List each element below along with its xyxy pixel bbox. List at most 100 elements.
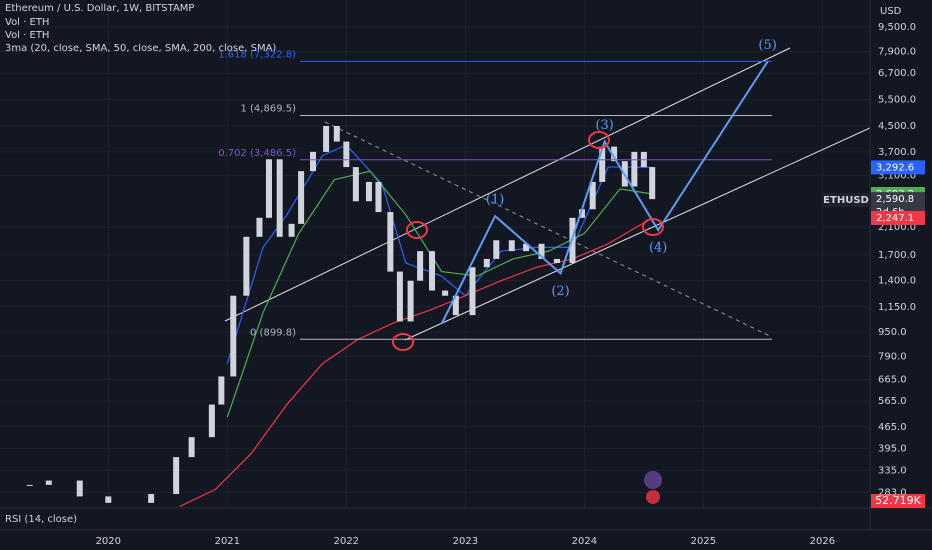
y-tick-label: 9,500.0 (878, 22, 916, 33)
x-tick-label: 2023 (453, 536, 478, 547)
y-tick-label: 1,150.0 (878, 302, 916, 313)
x-tick-label: 2026 (810, 536, 835, 547)
x-tick-label: 2022 (334, 536, 359, 547)
candle (508, 240, 515, 252)
event-icon[interactable] (644, 471, 662, 489)
plot-area (224, 47, 870, 341)
candle (256, 217, 263, 237)
candle (589, 181, 596, 210)
candle (76, 480, 83, 497)
candle (208, 404, 215, 438)
legend-item: 3ma (20, close, SMA, 50, close, SMA, 200… (5, 43, 276, 54)
fib-label: 0.702 (3,486.5) (218, 148, 296, 159)
y-tick-label: 2,100.0 (878, 222, 916, 233)
candle (611, 146, 618, 162)
y-tick-label: 465.0 (878, 422, 907, 433)
y-tick-label: 3,100.0 (878, 170, 916, 181)
lower-pane-title: RSI (14, close) (5, 514, 77, 525)
candle (276, 159, 283, 237)
candle (298, 171, 305, 224)
candle (523, 243, 530, 252)
wave-label: (4) (649, 241, 667, 256)
symbol: ETHUSD (823, 195, 869, 206)
candle (553, 258, 560, 264)
circle (642, 218, 664, 236)
candle (105, 496, 112, 503)
event-icon[interactable] (646, 490, 660, 504)
candle (407, 280, 414, 322)
wave-label: (5) (758, 38, 776, 53)
legend-item: Vol · ETH (5, 30, 49, 41)
channel-upper (224, 47, 791, 322)
y-tick-label: 1,700.0 (878, 250, 916, 261)
candle (442, 290, 449, 296)
candle (483, 258, 490, 268)
candle (173, 457, 180, 495)
y-tick-label: 395.0 (878, 443, 907, 454)
candle (417, 251, 424, 281)
candle (26, 484, 33, 486)
y-tick-label: 335.0 (878, 465, 907, 476)
volume-tag (871, 494, 925, 508)
candle (599, 146, 606, 182)
candle (365, 181, 372, 202)
wave-label: (3) (595, 118, 613, 133)
candle (538, 243, 545, 259)
price-tag (871, 160, 925, 175)
candle (429, 251, 436, 291)
candle (375, 181, 382, 213)
fib-label: 1 (4,869.5) (240, 104, 296, 115)
candle (265, 159, 272, 218)
candle (218, 376, 225, 405)
y-tick-label: 283.0 (878, 488, 907, 499)
candle (493, 240, 500, 259)
y-tick-label: 4,500.0 (878, 121, 916, 132)
wave-label: (1) (486, 193, 504, 208)
candle (387, 212, 394, 272)
y-tick-label: 7,900.0 (878, 46, 916, 57)
candle (323, 125, 330, 152)
x-tick-label: 2020 (96, 536, 121, 547)
y-tick-label: 6,700.0 (878, 68, 916, 79)
chart-title: Ethereum / U.S. Dollar, 1W, BITSTAMP (5, 3, 194, 14)
candle (230, 295, 237, 377)
price-tag (871, 211, 925, 226)
x-tick-label: 2021 (215, 536, 240, 547)
candle (343, 141, 350, 168)
y-tick-label: 3,700.0 (878, 147, 916, 158)
candle (45, 480, 52, 485)
candle (288, 223, 295, 237)
y-tick-label: 1,400.0 (878, 276, 916, 287)
candle (333, 125, 340, 142)
price-tag-label: 2,590.8 (876, 194, 914, 205)
candle (578, 209, 585, 218)
price-tag (871, 192, 925, 207)
marks (26, 60, 772, 507)
channel-lower (404, 127, 870, 341)
volume-label: 52.719K (875, 494, 921, 507)
y-tick-label: 790.0 (878, 352, 907, 363)
circle (588, 131, 610, 149)
candle (469, 267, 476, 316)
circles (392, 131, 664, 351)
candle (188, 437, 195, 458)
candle (310, 151, 317, 172)
candle (452, 295, 459, 316)
y-tick-label: 565.0 (878, 396, 907, 407)
fib-label: 0 (899.8) (250, 327, 296, 338)
candle (148, 494, 155, 503)
trend-line (324, 121, 773, 338)
candle (631, 151, 638, 187)
circle (406, 221, 428, 239)
wave-label: (2) (551, 284, 569, 299)
price-axis (870, 0, 932, 530)
circle (392, 333, 414, 351)
symbol-tag (822, 193, 870, 207)
x-tick-label: 2025 (691, 536, 716, 547)
candle (396, 271, 403, 322)
currency: USD (880, 6, 902, 17)
candle (352, 167, 359, 202)
candle (243, 236, 250, 296)
y-tick-label: 5,500.0 (878, 94, 916, 105)
fib-label: 1.618 (7,322.8) (218, 49, 296, 60)
